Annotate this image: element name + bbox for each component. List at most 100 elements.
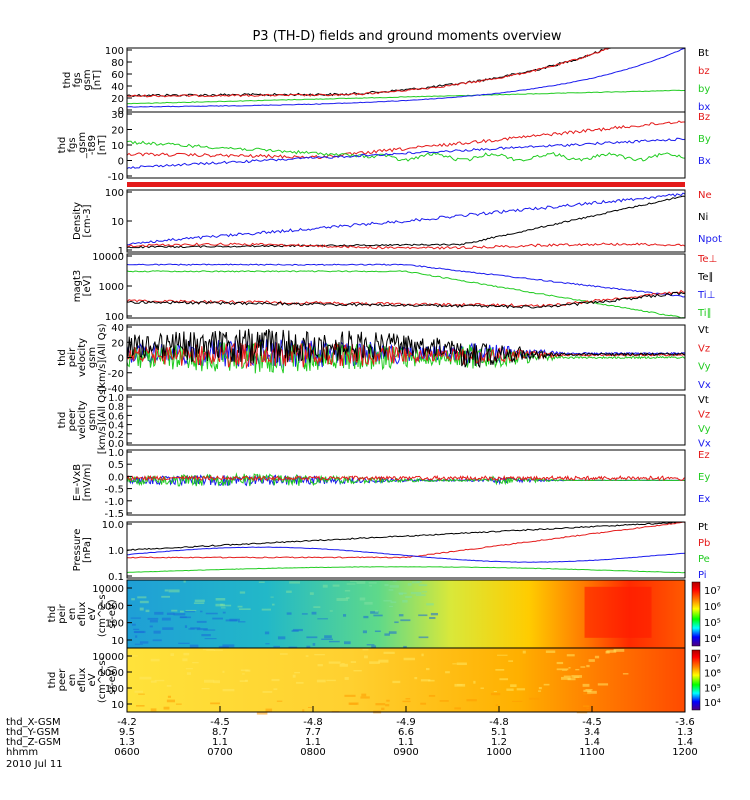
y-axis-label: thd <box>57 412 68 429</box>
y-tick-label: 100 <box>105 188 124 199</box>
spectrogram-texture <box>314 654 325 656</box>
y-tick-label: 100 <box>105 312 124 323</box>
series-Ni <box>126 195 686 249</box>
spectrogram-texture <box>454 707 461 710</box>
spectrogram-texture <box>495 669 505 671</box>
y-tick-label: -1.0 <box>104 497 124 508</box>
spectrogram-texture <box>383 651 395 654</box>
y-tick-label: 0.5 <box>108 460 124 471</box>
x-row-label: thd_Z-GSM <box>6 737 61 748</box>
spectrogram-texture <box>407 583 412 586</box>
spectrogram-texture <box>528 697 540 700</box>
spectrogram-texture <box>264 631 270 635</box>
spectrogram-texture <box>262 691 273 693</box>
y-tick-label: 1.0 <box>108 393 124 404</box>
spectrogram-texture <box>606 650 617 653</box>
panel-10: 10⁷ 10⁶ 10⁵ 10⁴ 10000 1000 100 10 thd peer en eflux… <box>47 647 721 715</box>
spectrogram-texture <box>222 670 225 673</box>
spectrogram-texture <box>137 596 147 599</box>
y-axis-label: eV <box>87 673 98 686</box>
spectrogram-texture <box>349 703 358 705</box>
spectrogram-texture <box>192 661 199 664</box>
y-axis-label: velocity <box>77 400 88 439</box>
spectrogram-texture <box>205 612 218 615</box>
spectrogram-texture <box>185 609 197 611</box>
spectrogram-texture <box>213 649 223 651</box>
spectrogram-texture <box>168 589 180 593</box>
spectrogram-texture <box>131 598 135 601</box>
spectrogram-texture <box>194 599 205 603</box>
spectrogram-texture <box>139 600 149 604</box>
y-tick-label: 0.8 <box>108 402 124 413</box>
spectrogram-texture <box>328 640 340 643</box>
spectrogram-texture <box>418 614 428 617</box>
y-axis-label: E=-VxB <box>72 464 83 501</box>
spectrogram-texture <box>292 674 296 678</box>
spectrogram-texture <box>371 645 377 648</box>
series-Bz <box>126 120 685 160</box>
spectrogram-texture <box>150 708 157 712</box>
spectrogram-texture <box>179 610 184 613</box>
colorbar-tick-label: 10⁵ <box>704 683 721 694</box>
spectrogram-texture <box>273 688 278 691</box>
spectrogram-texture <box>346 583 356 585</box>
colorbar-tick-label: 10⁶ <box>704 669 721 680</box>
spectrogram-texture <box>306 645 311 649</box>
x-tick-label: -4.8 <box>489 717 509 728</box>
spectrogram-texture <box>512 700 523 702</box>
x-tick-label: 1100 <box>579 747 604 758</box>
spectrogram-texture <box>203 679 215 683</box>
spectrogram-texture <box>201 634 211 637</box>
spectrogram-texture <box>237 605 243 608</box>
y-tick-label: 100 <box>105 684 124 695</box>
spectrogram-texture <box>164 589 169 592</box>
y-tick-label: 60 <box>111 70 124 81</box>
spectrogram-texture <box>480 687 484 689</box>
spectrogram-texture <box>384 584 389 587</box>
spectrogram-texture <box>149 619 158 623</box>
spectrogram-texture <box>193 602 205 604</box>
spectrogram-texture <box>286 612 292 615</box>
y-axis-label: gsm <box>87 409 98 430</box>
x-row-label: hhmm <box>6 747 38 758</box>
spectrogram-texture <box>286 590 292 593</box>
spectrogram-texture <box>152 639 162 642</box>
spectrogram-texture <box>418 584 428 587</box>
x-tick-label: 0900 <box>393 747 418 758</box>
spectrogram-texture <box>439 700 449 702</box>
y-axis-label: (cm^2-s- <box>97 656 108 703</box>
spectrogram-texture <box>130 617 141 619</box>
x-tick-label: 1.4 <box>584 737 600 748</box>
spectrogram-texture <box>239 591 246 594</box>
y-axis-label: fgs <box>67 137 78 152</box>
spectrogram-texture <box>415 594 426 596</box>
spectrogram-texture <box>394 621 399 624</box>
y-axis-label: [eV] <box>82 276 93 297</box>
spectrogram-texture <box>369 661 380 664</box>
spectrogram-texture <box>170 653 175 656</box>
y-axis-label: fgs <box>72 72 83 87</box>
series-Ti-perp <box>126 263 686 298</box>
spectrogram-texture <box>183 580 186 583</box>
spectrogram-texture <box>150 658 160 662</box>
spectrogram-texture <box>173 613 186 616</box>
spectrogram-texture <box>597 683 609 686</box>
series-Pi <box>127 546 686 563</box>
panel-frame <box>126 449 686 516</box>
y-tick-label: 1 <box>118 246 124 257</box>
spectrogram-texture <box>145 609 150 613</box>
spectrogram-texture <box>568 667 571 669</box>
y-tick-label: 10 <box>111 217 124 228</box>
spectrogram-texture <box>405 698 411 700</box>
legend-pb: Pb <box>698 538 710 549</box>
spectrogram-texture <box>324 635 332 639</box>
series-Vz <box>126 342 686 370</box>
series-Vy <box>126 341 686 374</box>
legend-te∥: Te∥ <box>697 272 714 283</box>
spectrogram-texture <box>163 706 170 710</box>
y-axis-label: [cm-3] <box>82 204 93 237</box>
spectrogram-texture <box>134 643 143 645</box>
spectrogram-texture <box>166 685 172 687</box>
spectrogram-texture <box>403 657 416 661</box>
spectrogram-texture <box>154 679 165 682</box>
